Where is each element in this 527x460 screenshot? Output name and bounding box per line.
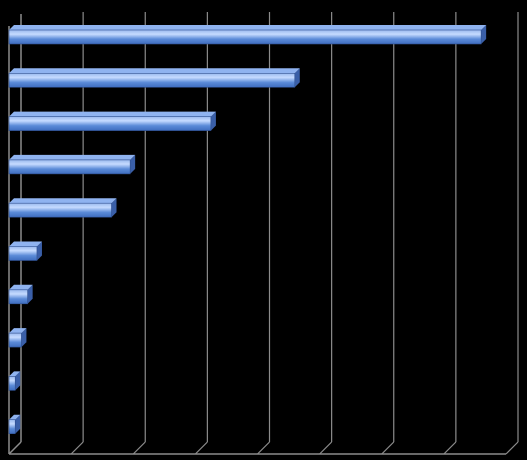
- floor-depth-edge: [8, 441, 22, 455]
- gridline-foot-3: [194, 441, 208, 455]
- gridline-foot-6: [381, 441, 395, 455]
- bar-front: [8, 116, 212, 131]
- bar-1: [8, 25, 487, 45]
- bar-front: [8, 159, 131, 175]
- bar-9: [8, 371, 21, 391]
- bar-front: [8, 289, 28, 305]
- bar-6: [8, 241, 42, 261]
- gridline-foot-1: [70, 441, 84, 455]
- gridline-foot-7: [443, 441, 457, 455]
- bar-top: [9, 154, 136, 160]
- bar-8: [8, 328, 27, 348]
- gridline-foot-5: [319, 441, 333, 455]
- bar-front: [8, 332, 22, 348]
- bar-front: [8, 246, 38, 261]
- bar-4: [8, 154, 136, 175]
- bar-top: [9, 328, 27, 334]
- bar-top: [9, 371, 21, 377]
- bar-side: [481, 25, 487, 44]
- bar-side: [27, 284, 33, 304]
- bar-top: [9, 284, 33, 290]
- bar-front: [8, 202, 112, 218]
- bar-front: [8, 73, 296, 88]
- bars: [8, 25, 487, 435]
- bar-side: [36, 241, 42, 261]
- bar-5: [8, 198, 117, 218]
- bar-front: [8, 376, 16, 391]
- bar-2: [8, 68, 300, 88]
- gridline-foot-4: [257, 441, 270, 455]
- gridline-foot-2: [132, 441, 146, 455]
- bar-front: [8, 419, 16, 435]
- bar-7: [8, 284, 33, 305]
- bar-side: [21, 328, 27, 348]
- bar-top: [9, 25, 487, 30]
- bar-top: [9, 414, 21, 420]
- bar-3: [8, 111, 216, 131]
- bar-front: [8, 29, 482, 45]
- bar-side: [111, 198, 117, 218]
- bar-side: [294, 68, 300, 88]
- bar-top: [9, 241, 42, 247]
- bar-top: [9, 198, 117, 204]
- bar-top: [9, 111, 216, 117]
- gridline-foot-8: [505, 441, 519, 455]
- bar-top: [9, 68, 300, 74]
- bar-side: [15, 371, 21, 391]
- bar-side: [130, 154, 136, 174]
- bar-side: [15, 414, 21, 434]
- bar-side: [210, 111, 216, 131]
- bar-10: [8, 414, 21, 435]
